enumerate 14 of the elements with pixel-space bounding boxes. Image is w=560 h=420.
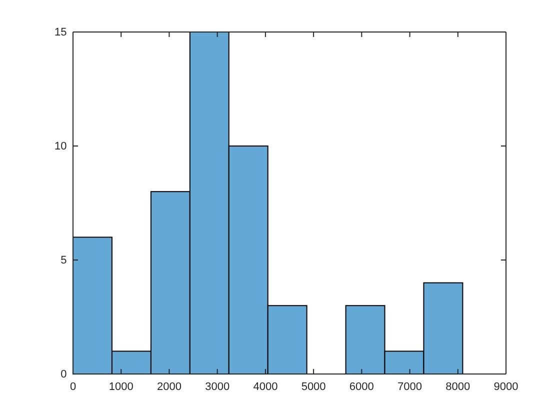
x-tick-label: 0 — [70, 381, 76, 394]
y-tick-label: 0 — [60, 368, 67, 381]
x-tick-label: 5000 — [301, 381, 326, 394]
x-tick-label: 7000 — [398, 381, 422, 394]
y-tick-label: 10 — [54, 140, 67, 153]
x-tick-label: 4000 — [253, 381, 278, 394]
x-tick-label: 1000 — [108, 381, 134, 394]
x-tick-label: 8000 — [446, 381, 470, 394]
x-tick-label: 3000 — [205, 381, 230, 394]
x-tick-label: 9000 — [494, 381, 518, 394]
x-tick-label: 6000 — [349, 381, 374, 394]
y-tick-label: 5 — [60, 254, 67, 267]
x-tick-label: 2000 — [156, 381, 182, 394]
y-tick-label: 15 — [54, 26, 67, 39]
